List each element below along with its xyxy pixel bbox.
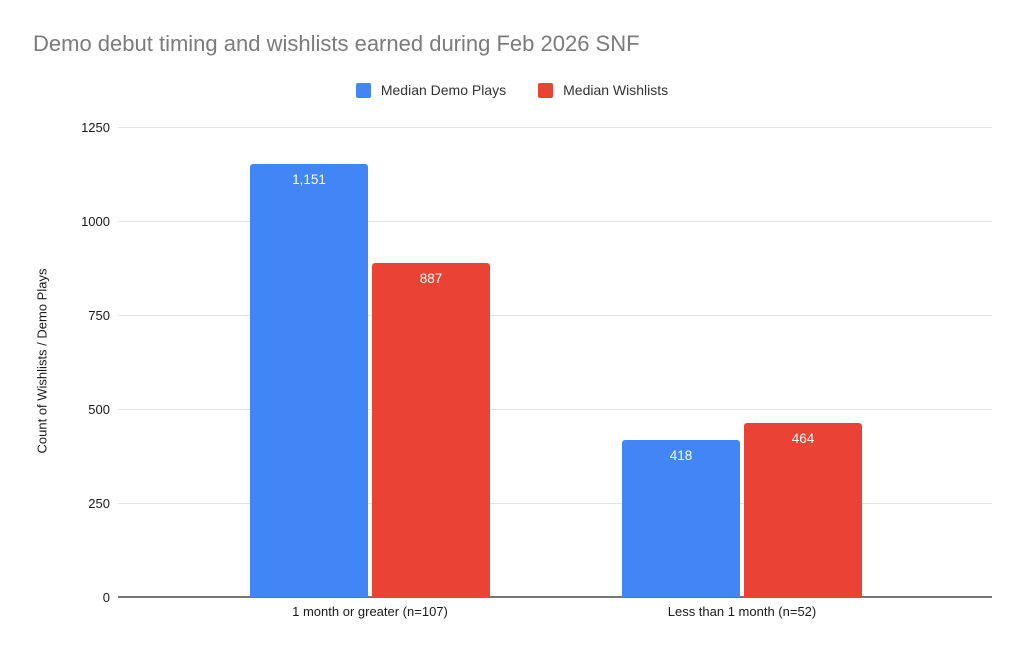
- y-tick-label-1000: 1000: [81, 214, 110, 229]
- legend-label: Median Wishlists: [563, 82, 669, 98]
- chart-title: Demo debut timing and wishlists earned d…: [33, 31, 640, 56]
- bar-median-demo-plays-group-0: [250, 164, 368, 597]
- legend-item-median-wishlists: Median Wishlists: [538, 82, 668, 98]
- bar-value-label-median-wishlists-group-0: 887: [419, 271, 443, 287]
- gridline-1250: [118, 127, 992, 128]
- bar-median-demo-plays-group-1: [622, 439, 740, 597]
- bar-median-wishlists-group-0: [372, 263, 490, 597]
- y-tick-label-750: 750: [88, 308, 110, 323]
- gridline-250: [118, 503, 992, 504]
- x-axis-line: [118, 596, 992, 598]
- legend-item-median-demo-plays: Median Demo Plays: [355, 82, 507, 98]
- legend-swatch-median-demo-plays: [355, 82, 371, 98]
- gridline-1000: [118, 221, 992, 222]
- x-category-label-0: 1 month or greater (n=107): [292, 604, 448, 619]
- bar-value-label-median-demo-plays-group-1: 418: [669, 447, 693, 463]
- legend-label: Median Demo Plays: [380, 82, 507, 98]
- bar-value-label-median-wishlists-group-1: 464: [791, 430, 815, 446]
- x-category-label-1: Less than 1 month (n=52): [667, 604, 817, 619]
- bar-median-wishlists-group-1: [744, 422, 862, 597]
- bar-value-label-median-demo-plays-group-0: 1,151: [292, 172, 326, 188]
- gridline-750: [118, 315, 992, 316]
- legend-swatch-median-wishlists: [538, 82, 554, 98]
- y-tick-label-0: 0: [102, 590, 110, 605]
- y-tick-label-250: 250: [88, 496, 110, 511]
- gridline-500: [118, 409, 992, 410]
- y-tick-label-1250: 1250: [81, 120, 110, 135]
- legend: Median Demo Plays Median Wishlists: [0, 82, 1024, 98]
- y-tick-label-500: 500: [88, 402, 110, 417]
